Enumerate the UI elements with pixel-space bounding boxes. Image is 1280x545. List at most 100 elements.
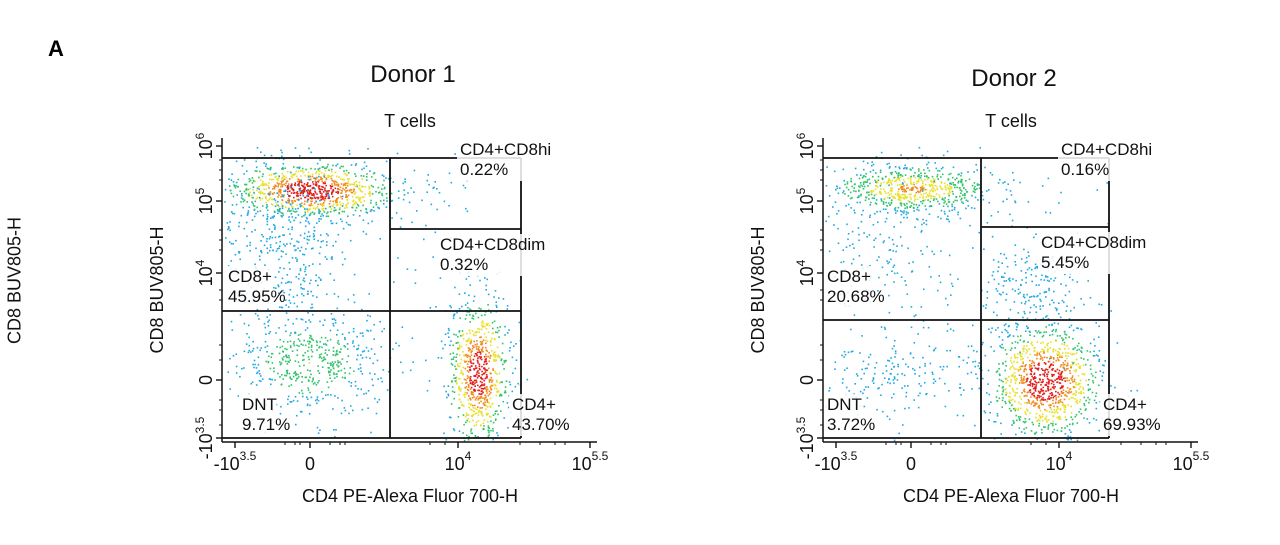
data-point — [313, 238, 315, 240]
data-point — [506, 305, 509, 307]
data-point — [468, 406, 470, 409]
data-point — [946, 184, 949, 186]
data-point — [1098, 350, 1101, 352]
data-point — [339, 203, 342, 206]
data-point — [247, 188, 249, 191]
data-point — [358, 215, 361, 217]
data-point — [342, 322, 344, 324]
data-point — [269, 378, 272, 381]
data-point — [1029, 353, 1032, 356]
data-point — [412, 361, 414, 363]
data-point — [869, 353, 872, 356]
data-point — [306, 185, 309, 187]
data-point — [1082, 364, 1085, 367]
data-point — [910, 182, 912, 184]
data-point — [335, 201, 337, 204]
data-point — [241, 165, 244, 167]
data-point — [513, 345, 515, 347]
data-point — [486, 324, 488, 326]
data-point — [931, 371, 934, 374]
data-point — [224, 188, 227, 191]
data-point — [1021, 378, 1023, 381]
data-point — [340, 195, 342, 198]
data-point — [265, 165, 267, 167]
data-point — [469, 378, 472, 380]
data-point — [1057, 416, 1060, 419]
data-point — [1005, 381, 1007, 384]
data-point — [297, 170, 300, 173]
data-point — [249, 179, 252, 182]
data-point — [860, 220, 863, 223]
data-point — [925, 219, 928, 222]
data-point — [893, 272, 896, 275]
data-point — [1005, 280, 1008, 282]
data-point — [875, 182, 878, 184]
data-point — [1072, 348, 1074, 351]
y-tick-label: 105 — [794, 187, 817, 214]
data-point — [485, 389, 488, 391]
data-point — [355, 207, 358, 209]
data-point — [1008, 407, 1011, 410]
data-point — [434, 181, 436, 183]
data-point — [361, 196, 363, 199]
data-point — [1017, 407, 1020, 410]
data-point — [249, 250, 251, 252]
data-point — [1059, 408, 1062, 411]
data-point — [925, 393, 927, 396]
data-point — [319, 203, 322, 205]
data-point — [288, 372, 291, 375]
data-point — [1024, 432, 1026, 434]
data-point — [966, 362, 968, 364]
data-point — [279, 207, 281, 210]
data-point — [426, 191, 428, 193]
data-point — [306, 217, 308, 220]
data-point — [250, 351, 252, 353]
data-point — [382, 369, 385, 371]
data-point — [286, 201, 288, 204]
data-point — [899, 174, 901, 176]
data-point — [303, 288, 305, 290]
data-point — [327, 163, 329, 166]
data-point — [1029, 311, 1031, 314]
data-point — [961, 183, 964, 185]
data-point — [1048, 411, 1051, 413]
data-point — [1060, 364, 1062, 366]
data-point — [485, 388, 487, 391]
data-point — [260, 190, 262, 193]
data-point — [1056, 429, 1059, 432]
data-point — [988, 419, 990, 421]
data-point — [493, 320, 496, 323]
data-point — [1045, 326, 1047, 328]
y-tick-label: 105 — [193, 187, 216, 214]
data-point — [1070, 431, 1072, 433]
data-point — [1097, 355, 1099, 357]
data-point — [252, 196, 254, 199]
data-point — [344, 173, 347, 176]
data-point — [871, 164, 873, 167]
data-point — [984, 166, 986, 169]
data-point — [851, 197, 853, 199]
data-point — [1011, 365, 1014, 367]
data-point — [942, 205, 945, 207]
data-point — [321, 198, 324, 200]
data-point — [1058, 302, 1060, 304]
data-point — [473, 424, 476, 427]
data-point — [1043, 392, 1045, 395]
data-point — [287, 185, 289, 187]
data-point — [341, 376, 344, 379]
data-point — [1033, 236, 1035, 239]
data-point — [997, 327, 999, 329]
data-point — [345, 190, 348, 192]
data-point — [274, 379, 276, 381]
data-point — [1075, 391, 1078, 394]
data-point — [1052, 349, 1054, 351]
data-point — [1081, 347, 1083, 349]
data-point — [286, 371, 288, 373]
data-point — [834, 361, 837, 363]
data-point — [508, 329, 510, 331]
data-point — [338, 208, 341, 211]
data-point — [495, 387, 498, 390]
data-point — [325, 195, 328, 197]
data-point — [307, 221, 310, 223]
data-point — [1064, 363, 1066, 366]
